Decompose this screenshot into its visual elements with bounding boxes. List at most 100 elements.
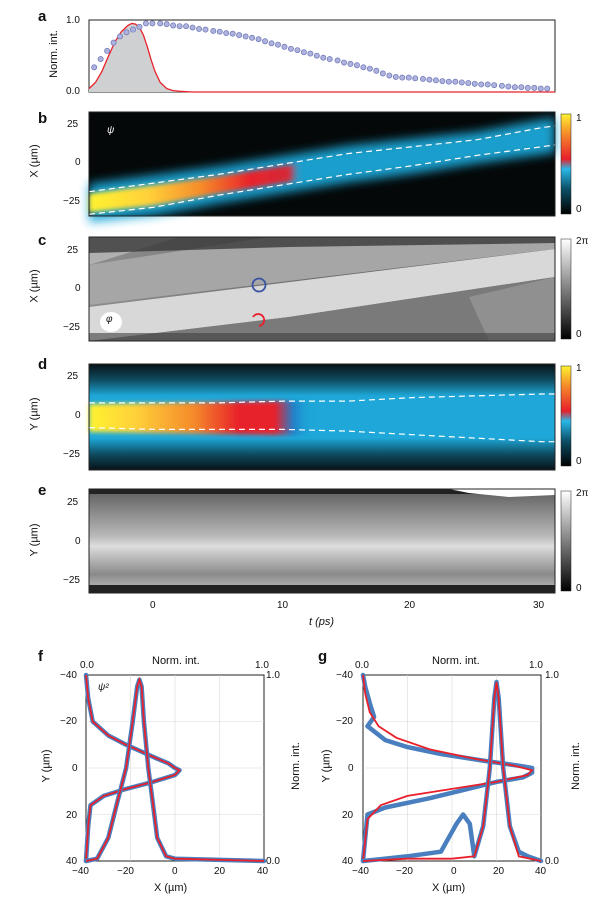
panel-a-data-point	[537, 85, 544, 92]
panel-a-data-point	[386, 72, 393, 79]
panel-a-data-point	[334, 57, 341, 64]
panel-a-data-point	[183, 23, 190, 30]
panel-f-psi2-label: ψ²	[98, 682, 109, 693]
panel-g-horizontal-fit	[362, 681, 542, 862]
panel-f-xtick-5: 40	[257, 866, 269, 877]
panel-a-data-point	[255, 36, 262, 43]
panel-g-plot	[360, 672, 544, 864]
panel-g-ylabel: Y (µm)	[320, 749, 333, 783]
panel-a-data-point	[149, 20, 156, 27]
panel-g-top-tick-0: 0.0	[355, 660, 369, 671]
panel-a-data-point	[249, 34, 256, 41]
panel-g-top-tick-1: 1.0	[529, 660, 543, 671]
panel-a-data-point	[157, 20, 164, 27]
panel-a-data-point	[354, 62, 360, 69]
panel-letter-f: f	[38, 648, 43, 665]
vortex-blue-circle	[251, 277, 267, 293]
panel-a-data-point	[326, 56, 333, 63]
panel-a-data-point	[281, 43, 288, 50]
panel-a-data-point	[307, 50, 314, 57]
panel-a-data-point	[412, 75, 419, 82]
panel-a-data-point	[216, 28, 223, 35]
panel-g-xtick-2: −20	[396, 866, 413, 877]
panel-g-xlabel: X (µm)	[432, 882, 466, 894]
panel-g-right-label: Norm. int.	[569, 742, 582, 790]
panel-a-data-point	[498, 82, 505, 89]
panel-a-data-point	[143, 20, 149, 27]
t-tick-0: 0	[150, 600, 156, 611]
panel-f-xlabel: X (µm)	[154, 882, 188, 894]
panel-f-xtick-3: 0	[172, 866, 178, 877]
panel-a-data-point	[360, 64, 367, 71]
panel-a-data-point	[544, 85, 551, 92]
panel-a-data-point	[458, 79, 465, 86]
panel-d-ytick-3: −25	[63, 449, 80, 460]
panel-a-data-point	[511, 84, 518, 91]
panel-letter-g: g	[318, 648, 328, 665]
panel-a-data-point	[452, 78, 459, 85]
panel-a-data-point	[229, 30, 236, 37]
panel-f-rtick-2: 0.0	[266, 856, 280, 867]
panel-a-data-point	[531, 84, 538, 91]
panel-a-data-point	[518, 84, 525, 91]
panel-g-ytick-3: 0	[348, 763, 354, 774]
panel-letter-c: c	[38, 232, 47, 249]
panel-f-right-label: Norm. int.	[289, 742, 302, 790]
panel-a-data-point	[341, 59, 347, 66]
panel-f-vertical-fit	[85, 674, 181, 862]
panel-e-ytick-3: −25	[63, 575, 80, 586]
panel-a-data-point	[176, 23, 183, 30]
panel-b-ytick-2: 0	[75, 157, 81, 168]
panel-d-cbar-max: 1	[576, 363, 582, 374]
panel-g-rtick-1: 1.0	[545, 670, 559, 681]
panel-a-data-point	[399, 74, 406, 81]
panel-a-data-point	[117, 33, 124, 40]
panel-f-ylabel: Y (µm)	[40, 749, 53, 783]
t-axis-label: t (ps)	[309, 616, 335, 628]
panel-b-ytick-1: 25	[67, 119, 79, 130]
panel-a-ytick-top: 1.0	[66, 15, 80, 26]
vortex-red-arc	[252, 313, 266, 327]
panel-e-cbar-max: 2π	[576, 488, 589, 499]
panel-a-data-point	[236, 32, 243, 39]
panel-a-data-point	[242, 33, 249, 40]
panel-a-data-point	[484, 81, 491, 88]
panel-a-data-point	[136, 23, 143, 30]
panel-a-data-point	[275, 41, 281, 48]
panel-a-data-point	[110, 39, 117, 46]
panel-f-horizontal-fit	[85, 676, 265, 862]
panel-a-data-point	[420, 76, 426, 82]
panel-g-ytick-1: −40	[336, 670, 353, 681]
panel-a-data-point	[320, 54, 327, 61]
panel-d-heatmap	[88, 363, 556, 471]
panel-a-data-point	[202, 26, 209, 33]
panel-a-data-point	[505, 83, 512, 90]
panel-g-xtick-3: 0	[451, 866, 457, 877]
panel-a-data-point	[313, 52, 320, 59]
panel-g-rtick-2: 0.0	[545, 856, 559, 867]
panel-a-points	[91, 20, 551, 92]
panel-a-data-point	[478, 81, 485, 88]
panel-a-data-point	[123, 29, 130, 36]
panel-a-data-point	[471, 80, 478, 87]
panel-e-colorbar	[560, 490, 572, 592]
panel-a-data-point	[439, 78, 446, 84]
panel-b-colorbar	[560, 113, 572, 215]
panel-a-data-point	[262, 38, 268, 45]
panel-a-data-point	[268, 40, 275, 47]
panel-g-top-label: Norm. int.	[432, 655, 480, 667]
panel-b-heatmap	[88, 111, 556, 223]
panel-b-cbar-min: 0	[576, 204, 582, 215]
panel-g-xtick-5: 40	[535, 866, 547, 877]
panel-c-cbar-max: 2π	[576, 236, 589, 247]
panel-c-ytick-3: −25	[63, 322, 80, 333]
panel-d-colorbar	[560, 365, 572, 467]
panel-a-data-point	[524, 84, 531, 91]
t-tick-10: 10	[277, 600, 289, 611]
panel-a-data-point	[196, 25, 202, 32]
panel-a-data-point	[294, 47, 301, 54]
panel-a-plot	[88, 19, 556, 93]
panel-f-ytick-2: −20	[60, 716, 77, 727]
panel-a-data-point	[392, 73, 399, 80]
panel-a-data-point	[130, 26, 136, 33]
